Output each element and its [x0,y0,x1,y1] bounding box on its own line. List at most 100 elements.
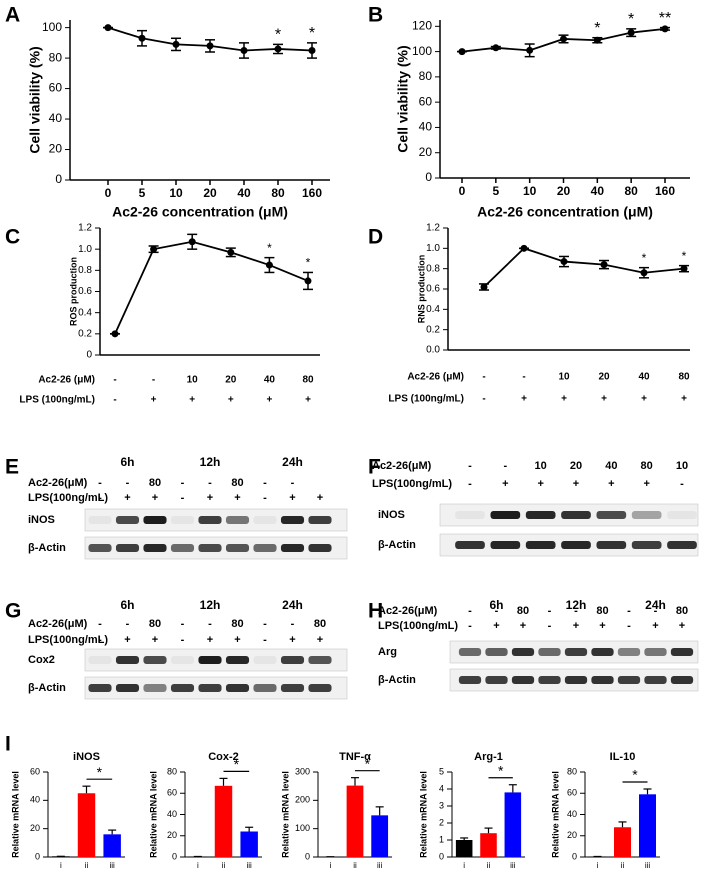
x-tick-label: 5 [492,184,499,198]
data-line [483,247,685,288]
condition-value: - [98,477,102,489]
band [617,648,641,656]
condition-value: - [503,460,507,472]
y-tick-label: 40 [567,809,577,819]
y-tick-label: 20 [49,142,63,156]
condition-value: - [208,618,212,630]
condition-value: + [521,394,527,405]
significance-star: * [267,241,272,255]
condition-value: 80 [314,618,326,630]
significance-star: * [498,762,504,778]
panel-letter: C [5,226,20,249]
error-bar [108,829,117,835]
data-point [227,248,235,256]
error-bar [508,784,517,793]
band [670,648,694,656]
error-bar [219,777,228,786]
condition-value: + [289,634,295,646]
band [644,648,667,656]
panel-letter: I [5,733,11,756]
band [564,648,588,656]
condition-value: 40 [264,375,276,386]
y-tick-label: 0.2 [78,328,92,339]
x-tick-label: 160 [655,184,675,198]
y-axis-title: RNS production [416,255,426,324]
condition-value: 80 [678,372,690,383]
data-point [188,238,196,246]
error-bar [618,821,627,828]
significance-star: ** [659,10,671,27]
x-tick-label: 20 [557,184,571,198]
x-tick-label: iii [377,861,383,870]
band-label: β-Actin [28,682,66,694]
data-point [480,283,488,291]
band [253,656,277,664]
x-tick-label: ii [487,861,491,870]
data-point [680,265,688,273]
chart-title: TNF-α [339,751,371,763]
condition-value: + [520,620,526,632]
y-tick-label: 0.0 [426,345,440,356]
y-tick-label: 3 [439,800,444,810]
x-tick-label: 10 [523,184,537,198]
panel-letter: E [5,456,19,479]
y-tick-label: 0.4 [78,307,92,318]
data-point [600,261,608,269]
band [143,684,167,692]
time-label: 6h [120,455,134,469]
condition-label: LPS (100ng/mL) [388,394,464,405]
band [561,541,591,549]
bar [214,785,233,857]
band [525,541,556,549]
condition-value: + [537,478,543,490]
condition-value: 20 [598,372,610,383]
bar [346,785,364,857]
data-point [492,44,500,52]
time-label: 24h [282,598,303,612]
bar [77,793,96,857]
band [490,511,521,519]
x-tick-label: ii [85,861,89,870]
band [667,511,697,519]
data-point [274,45,282,53]
condition-value: - [468,620,472,632]
y-tick-label: 1 [439,834,444,844]
error-bar [245,826,254,832]
y-tick-label: 0 [305,851,310,861]
data-point [458,48,466,56]
x-tick-label: 5 [139,186,146,200]
condition-value: 10 [558,372,570,383]
condition-value: - [468,605,472,617]
band [490,541,521,549]
condition-value: 80 [149,618,161,630]
time-label: 12h [200,598,221,612]
error-bar [351,777,359,786]
significance-star: * [628,11,634,28]
band-label: Cox2 [28,654,55,666]
band [644,676,667,684]
y-tick-label: 1.2 [78,223,92,234]
condition-value: 80 [149,477,161,489]
condition-value: - [181,477,185,489]
y-tick-label: 0 [86,350,92,361]
band [280,516,305,524]
data-point [520,244,528,252]
band [170,516,195,524]
condition-value: + [679,620,685,632]
band-label: iNOS [378,509,405,521]
condition-value: + [641,394,647,405]
condition-value: + [234,634,240,646]
condition-value: + [152,492,158,504]
time-label: 12h [566,598,587,612]
time-label: 24h [282,455,303,469]
y-tick-label: 1.2 [426,223,440,234]
condition-value: - [181,618,185,630]
band [538,648,561,656]
band [667,541,697,549]
bar [614,827,631,857]
significance-star: * [234,756,240,772]
y-tick-label: 40 [419,120,433,134]
x-axis-title: Ac2-26 concentration (μM) [477,204,653,220]
data-point [206,42,214,50]
